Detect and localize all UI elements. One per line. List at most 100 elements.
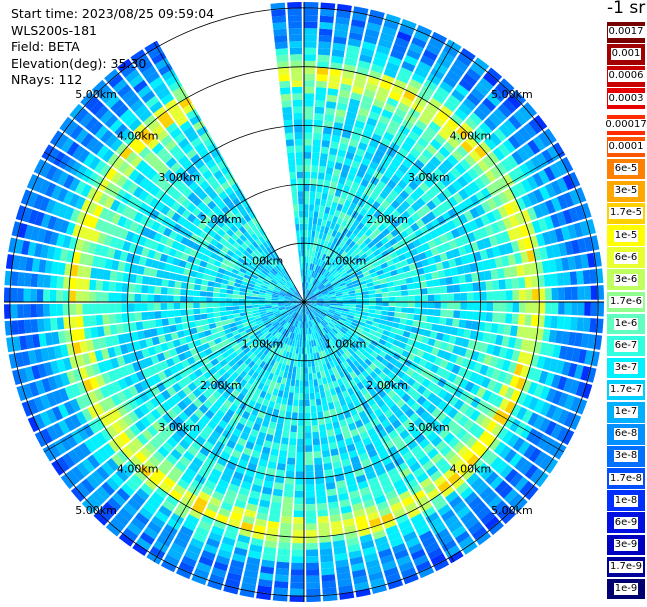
heatmap-cell (99, 385, 111, 399)
colorbar-swatch: 3e-8 (607, 446, 645, 467)
heatmap-cell (358, 410, 368, 420)
heatmap-cell (235, 375, 244, 384)
heatmap-cell (157, 463, 170, 476)
heatmap-cell (255, 319, 263, 325)
heatmap-cell (458, 103, 472, 116)
heatmap-cell (390, 473, 402, 484)
heatmap-cell (259, 404, 268, 413)
heatmap-cell (427, 73, 442, 86)
heatmap-cell (89, 435, 102, 450)
heatmap-cell (410, 191, 420, 202)
heatmap-cell (180, 422, 192, 434)
heatmap-cell (285, 282, 291, 289)
heatmap-cell (191, 440, 203, 451)
heatmap-cell (368, 571, 384, 582)
heatmap-cell (342, 262, 350, 270)
heatmap-cell (299, 308, 303, 315)
heatmap-cell (46, 245, 56, 260)
heatmap-cell (273, 435, 282, 444)
heatmap-cell (113, 435, 126, 449)
heatmap-cell (87, 454, 101, 469)
heatmap-cell (399, 318, 407, 325)
heatmap-cell (253, 348, 261, 356)
heatmap-cell (185, 514, 200, 526)
heatmap-cell (381, 419, 391, 429)
heatmap-cell (233, 313, 241, 318)
heatmap-cell (147, 119, 161, 132)
heatmap-cell (319, 252, 324, 260)
heatmap-cell (437, 270, 446, 278)
heatmap-cell (511, 151, 524, 165)
heatmap-cell (306, 588, 321, 596)
heatmap-cell (201, 549, 216, 561)
heatmap-cell (454, 83, 470, 97)
heatmap-cell (173, 288, 181, 296)
heatmap-cell (589, 318, 598, 333)
heatmap-cell (186, 239, 196, 249)
heatmap-cell (344, 245, 352, 254)
heatmap-cell (276, 554, 290, 563)
heatmap-cell (323, 226, 330, 235)
heatmap-cell (469, 112, 483, 126)
heatmap-cell (327, 274, 333, 281)
heatmap-cell (492, 147, 505, 161)
heatmap-cell (365, 278, 373, 284)
heatmap-cell (110, 472, 125, 487)
heatmap-cell (276, 273, 283, 279)
heatmap-cell (305, 308, 308, 315)
heatmap-cell (335, 559, 349, 568)
heatmap-cell (137, 60, 153, 74)
heatmap-cell (289, 438, 297, 446)
heatmap-cell (223, 584, 239, 595)
heatmap-cell (240, 253, 248, 261)
heatmap-cell (271, 268, 278, 275)
heatmap-cell (76, 426, 89, 441)
heatmap-cell (308, 306, 314, 312)
heatmap-cell (229, 403, 239, 413)
colorbar-tick-label: 6e-9 (613, 516, 639, 529)
heatmap-cell (430, 67, 445, 81)
heatmap-cell (412, 466, 425, 478)
heatmap-cell (478, 77, 494, 92)
heatmap-cell (419, 182, 430, 193)
heatmap-cell (274, 475, 285, 484)
heatmap-cell (231, 363, 240, 372)
heatmap-cell (38, 259, 47, 273)
colorbar-swatch: 3e-9 (607, 534, 645, 556)
heatmap-cell (184, 176, 195, 187)
heatmap-cell (110, 407, 122, 420)
heatmap-cell (311, 312, 316, 319)
heatmap-cell (75, 128, 89, 144)
heatmap-cell (337, 439, 346, 448)
heatmap-cell (406, 423, 417, 434)
heatmap-cell (171, 212, 181, 223)
heatmap-cell (268, 514, 280, 523)
heatmap-cell (556, 426, 569, 442)
heatmap-cell (196, 561, 212, 573)
heatmap-cell (175, 427, 187, 439)
heatmap-cell (380, 403, 390, 414)
heatmap-cell (372, 358, 381, 367)
heatmap-cell (316, 371, 322, 380)
heatmap-cell (177, 379, 187, 389)
heatmap-cell (160, 303, 168, 311)
heatmap-cell (306, 307, 310, 315)
heatmap-cell (194, 368, 203, 378)
heatmap-cell (350, 92, 362, 102)
heatmap-cell (145, 95, 160, 109)
heatmap-cell (280, 93, 292, 102)
heatmap-cell (497, 323, 505, 335)
heatmap-cell (39, 162, 52, 178)
heatmap-cell (509, 265, 518, 278)
heatmap-cell (312, 257, 317, 265)
heatmap-cell (268, 271, 275, 278)
heatmap-cell (308, 314, 312, 321)
heatmap-cell (367, 312, 375, 318)
heatmap-cell (469, 371, 479, 383)
heatmap-cell (513, 226, 523, 239)
heatmap-cell (295, 291, 301, 297)
heatmap-cell (354, 120, 366, 130)
heatmap-cell (488, 132, 502, 146)
heatmap-cell (232, 505, 245, 516)
heatmap-cell (124, 427, 136, 441)
